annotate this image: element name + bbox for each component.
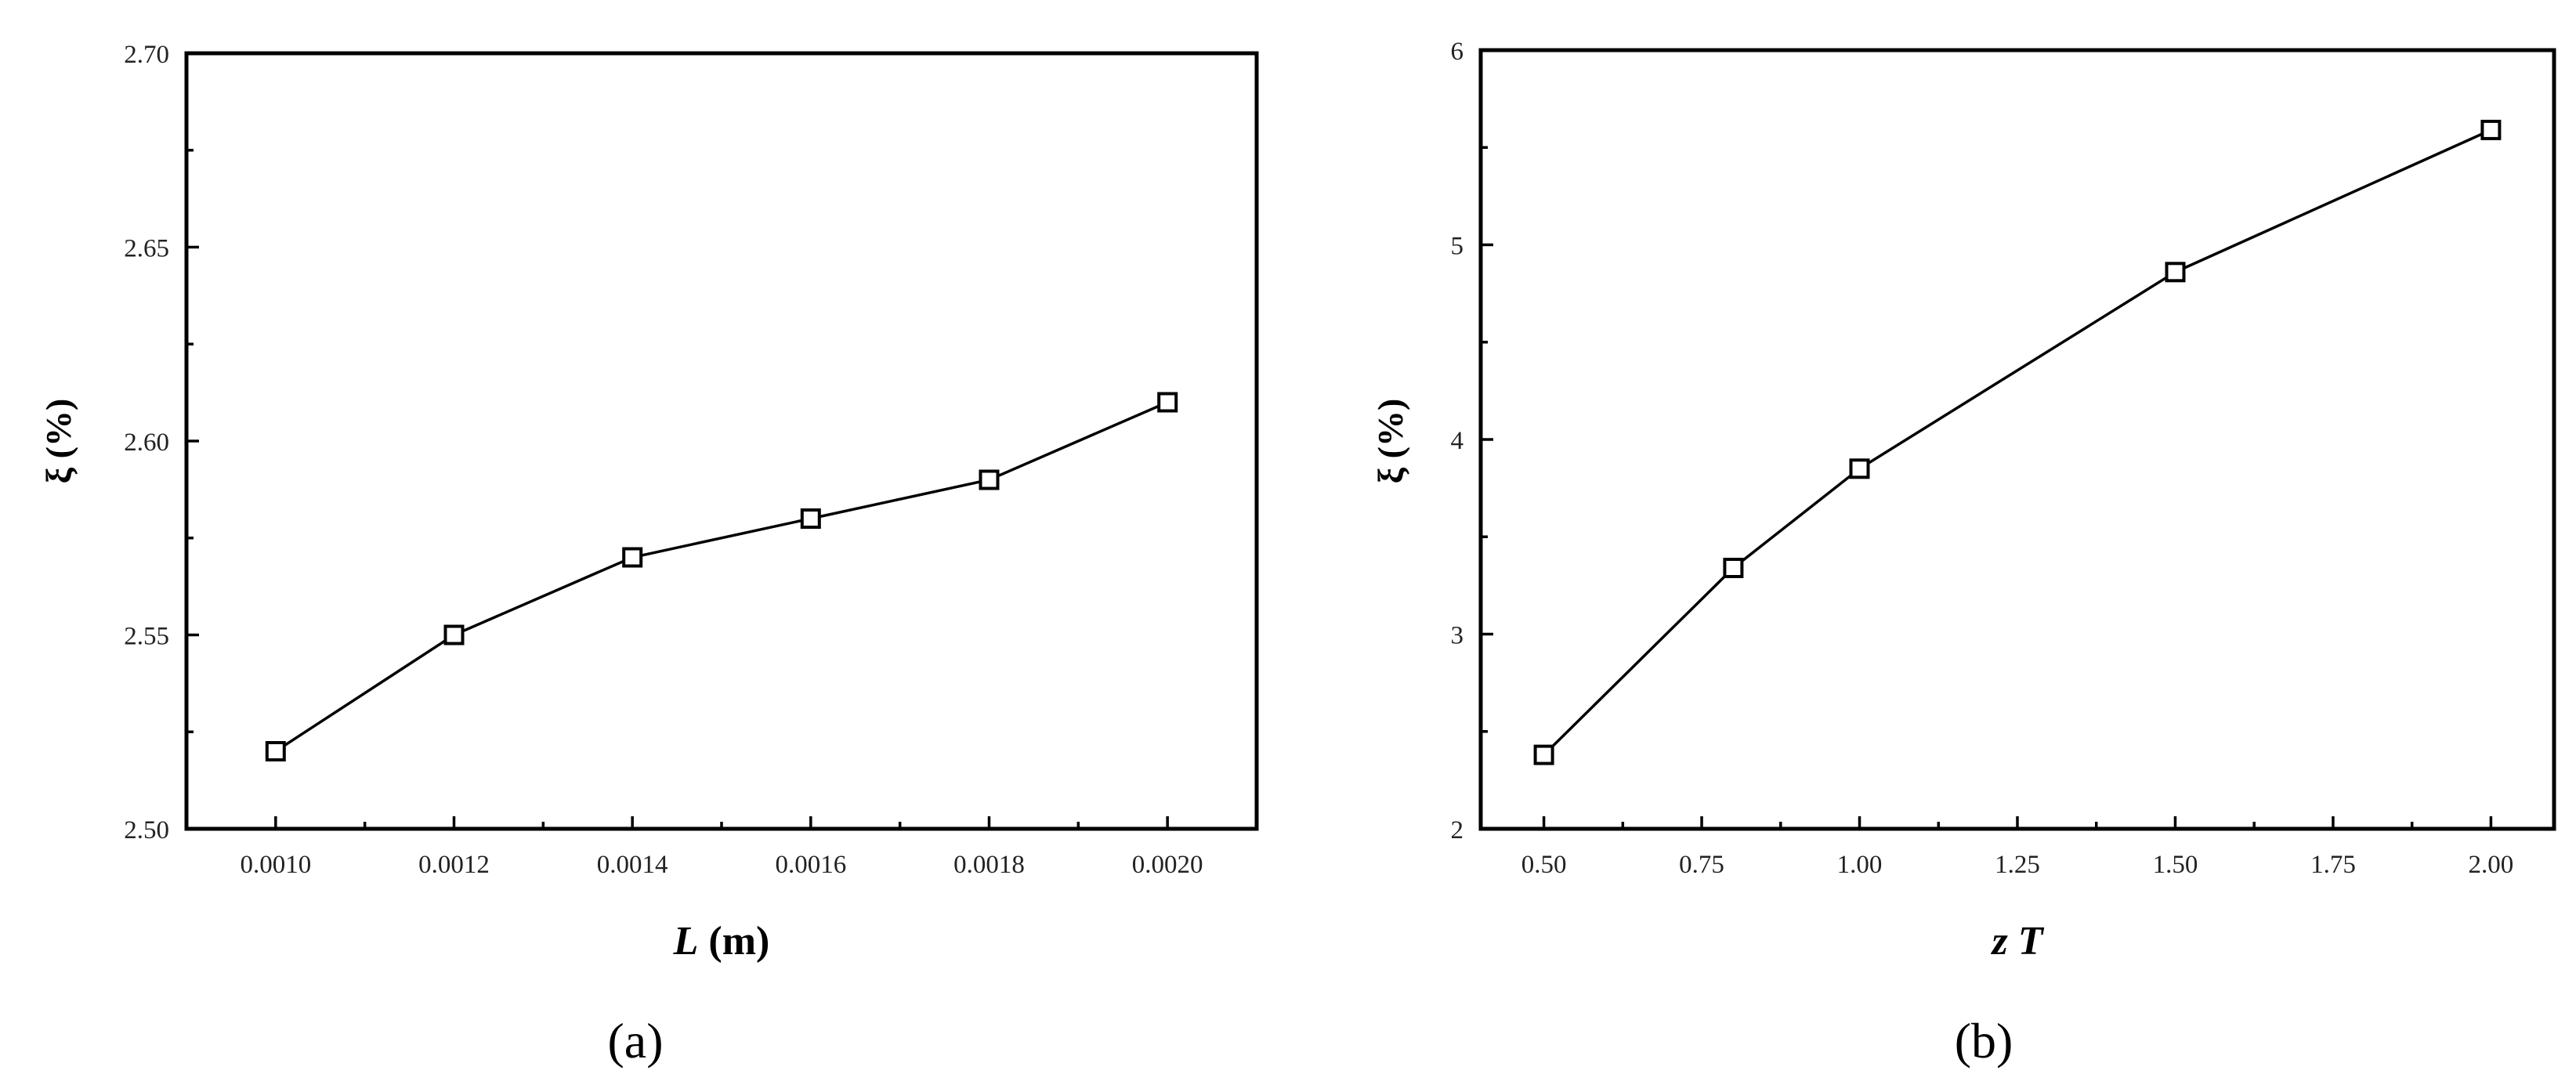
x-tick-labels-b: 0.50 0.75 1.00 1.25 1.50 1.75 2.00 xyxy=(1521,851,2514,879)
y-tick-label: 5 xyxy=(1451,233,1464,261)
chart-panel-a: 0.0010 0.0012 0.0014 0.0016 0.0018 0.0020 2.5… xyxy=(38,41,1259,1069)
data-point-marker xyxy=(1533,744,1554,765)
data-point-marker xyxy=(1157,392,1178,413)
y-tick-label: 2 xyxy=(1451,816,1464,844)
data-point-marker xyxy=(800,508,821,529)
x-tick-label: 1.00 xyxy=(1837,851,1883,879)
x-tick-label: 1.50 xyxy=(2153,851,2198,879)
x-tick-label: 2.00 xyxy=(2469,851,2514,879)
x-tick-label: 1.25 xyxy=(1995,851,2040,879)
data-point-marker xyxy=(443,624,465,645)
tick-marks-a xyxy=(186,52,1169,830)
x-axis-label-a: L (m) xyxy=(673,919,770,964)
x-tick-label: 0.0010 xyxy=(240,851,311,879)
x-axis-label-b: z T xyxy=(1991,919,2045,964)
x-tick-label: 0.50 xyxy=(1521,851,1567,879)
y-tick-label: 2.60 xyxy=(124,429,169,457)
y-axis-label-b: ξ (%) xyxy=(1370,399,1410,484)
x-tick-label: 0.0014 xyxy=(597,851,668,879)
data-point-marker xyxy=(2480,119,2502,140)
x-tick-label: 0.0012 xyxy=(418,851,490,879)
data-point-marker xyxy=(1849,458,1870,479)
y-tick-label: 2.70 xyxy=(124,41,169,69)
tick-marks-b xyxy=(1481,49,2493,830)
x-tick-label: 0.0020 xyxy=(1132,851,1203,879)
data-point-marker xyxy=(622,547,643,568)
data-point-marker xyxy=(1723,558,1744,578)
y-tick-labels-b: 2 3 4 5 6 xyxy=(1451,38,1464,844)
plot-frame-b xyxy=(1478,48,2556,831)
x-tick-label: 1.75 xyxy=(2310,851,2356,879)
panel-label-b: (b) xyxy=(1955,1013,2013,1069)
series-line-a xyxy=(274,400,1168,753)
y-axis-label-a: ξ (%) xyxy=(38,399,78,484)
plot-frame-a xyxy=(184,51,1259,831)
x-tick-label: 0.75 xyxy=(1679,851,1724,879)
x-tick-label: 0.0018 xyxy=(953,851,1025,879)
y-tick-label: 3 xyxy=(1451,622,1464,650)
data-markers-a xyxy=(265,392,1178,761)
data-point-marker xyxy=(979,469,1000,490)
chart-panel-b: 0.50 0.75 1.00 1.25 1.50 1.75 2.00 2 3 4 5 6 z T ξ… xyxy=(1370,38,2556,1069)
series-line-b xyxy=(1543,128,2492,756)
y-tick-label: 6 xyxy=(1451,38,1464,66)
y-tick-label: 2.55 xyxy=(124,623,169,651)
data-markers-b xyxy=(1533,119,2502,765)
data-point-marker xyxy=(2165,262,2186,283)
y-tick-labels-a: 2.50 2.55 2.60 2.65 2.70 xyxy=(124,41,169,844)
x-tick-labels-a: 0.0010 0.0012 0.0014 0.0016 0.0018 0.0020 xyxy=(240,851,1203,879)
data-point-marker xyxy=(265,741,286,761)
panel-label-a: (a) xyxy=(607,1013,663,1069)
y-tick-label: 2.65 xyxy=(124,235,169,263)
y-tick-label: 2.50 xyxy=(124,816,169,844)
x-tick-label: 0.0016 xyxy=(775,851,846,879)
y-tick-label: 4 xyxy=(1451,427,1464,455)
